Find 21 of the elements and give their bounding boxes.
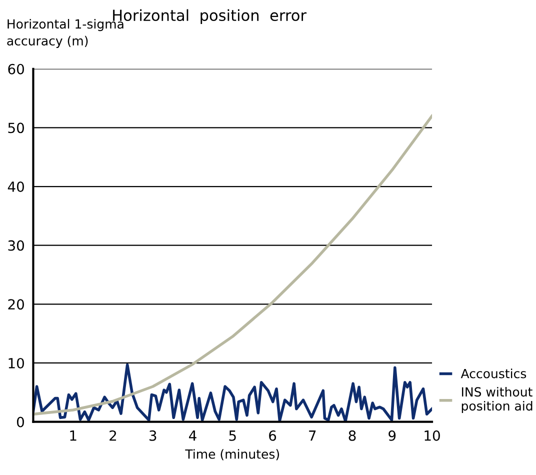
y-tick-label: 10	[8, 358, 24, 368]
x-tick-label: 6	[269, 430, 276, 441]
x-tick-label: 1	[70, 430, 76, 441]
x-tick-label: 9	[388, 430, 396, 441]
x-tick-label: 5	[229, 430, 236, 441]
y-tick-label: 40	[8, 181, 24, 192]
y-tick-label: 30	[8, 240, 24, 251]
line-series	[33, 114, 432, 416]
legend-label: INS without position aid	[462, 386, 532, 414]
x-tick-label: 2	[110, 430, 116, 441]
x-tick-label: 8	[348, 430, 356, 441]
x-axis-title: Time (minutes)	[185, 449, 280, 460]
y-tick-label: 20	[8, 299, 24, 310]
x-tick-label: 10	[424, 430, 440, 441]
x-tick-label: 3	[150, 430, 156, 441]
y-tick-label: 60	[8, 64, 24, 74]
x-tick-label: 7	[309, 430, 316, 441]
legend-label: Accoustics	[460, 368, 526, 378]
y-tick-label: 0	[16, 416, 24, 428]
x-tick-label: 4	[189, 430, 196, 441]
y-tick-label: 50	[8, 122, 24, 134]
